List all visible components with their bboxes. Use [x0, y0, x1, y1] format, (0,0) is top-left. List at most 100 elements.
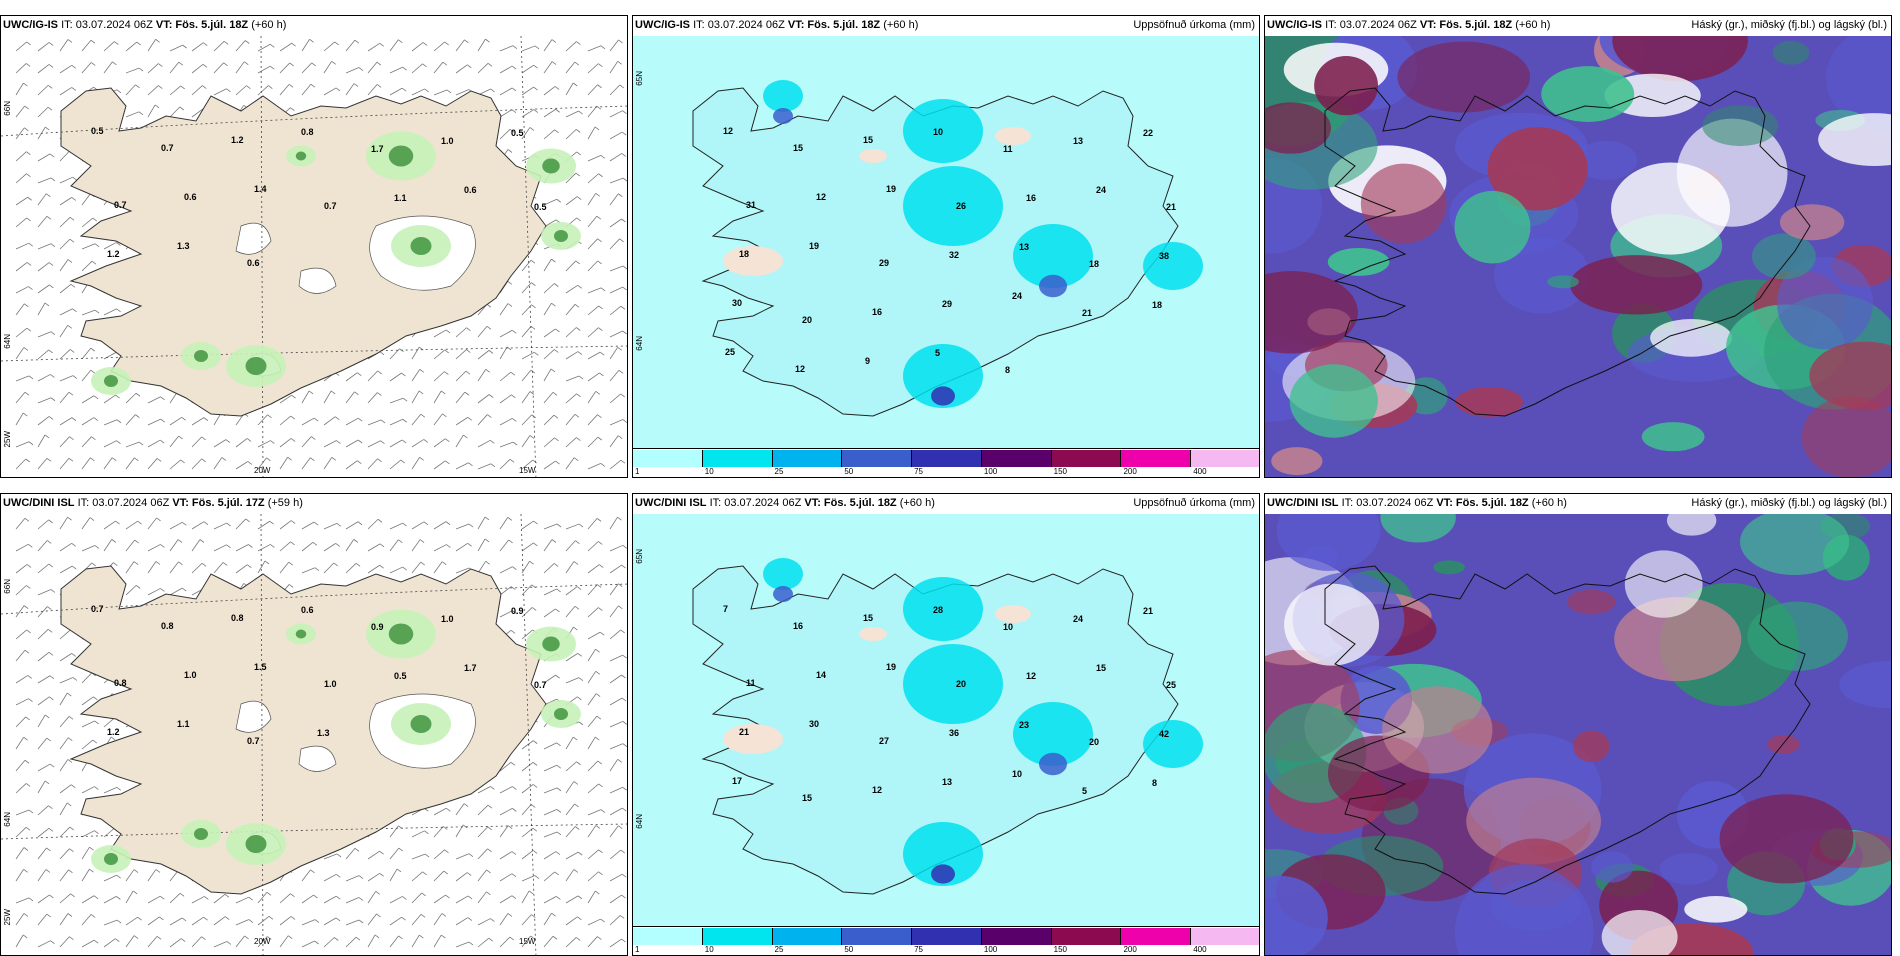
colorbar-tick: 50 — [844, 467, 854, 476]
value-label: 16 — [793, 621, 804, 631]
value-label: 21 — [1143, 606, 1154, 616]
panel-field-title: Háský (gr.), miðský (fj.bl.) og lágský (… — [1691, 19, 1887, 31]
value-label: 30 — [809, 719, 820, 729]
colorbar-swatch — [702, 450, 773, 467]
value-label: 27 — [879, 736, 890, 746]
colorbar-swatch — [1051, 928, 1122, 945]
value-label: 12 — [872, 785, 883, 795]
lon-label-25: 25W — [3, 909, 12, 926]
lat-label-65: 65N — [635, 71, 644, 86]
lon-label-20: 20W — [254, 937, 271, 946]
value-label: 12 — [795, 364, 806, 374]
value-label: 1.0 — [324, 679, 337, 689]
value-label: 0.9 — [371, 622, 384, 632]
lon-label-25: 25W — [3, 431, 12, 448]
colorbar-tick: 100 — [983, 467, 998, 476]
colorbar: 1 10 25 50 75 100 150 200 400 — [633, 926, 1259, 955]
cloud-field — [1265, 36, 1891, 477]
panel-field-title: Háský (gr.), miðský (fj.bl.) og lágský (… — [1691, 497, 1887, 509]
value-label: 29 — [942, 299, 953, 309]
value-label: 0.8 — [301, 127, 314, 137]
panel-wind-dini: UWC/DINI ISL IT: 03.07.2024 06Z VT: Fös.… — [0, 493, 628, 956]
colorbar-swatch — [633, 928, 703, 945]
panel-clouds-igis: UWC/IG-IS IT: 03.07.2024 06Z VT: Fös. 5.… — [1264, 15, 1892, 478]
value-label: 11 — [746, 678, 756, 688]
colorbar-swatch — [1051, 450, 1122, 467]
value-label: 14 — [816, 670, 827, 680]
colorbar-tick: 25 — [774, 467, 784, 476]
colorbar-swatch — [981, 450, 1052, 467]
value-label: 0.8 — [231, 613, 244, 623]
colorbar-swatch — [842, 928, 913, 945]
value-label: 0.6 — [247, 258, 260, 268]
value-label: 12 — [816, 192, 827, 202]
value-label: 19 — [886, 184, 897, 194]
value-label: 0.5 — [394, 671, 407, 681]
precip-areas — [91, 609, 581, 873]
panel-accum-igis: UWC/IG-IS IT: 03.07.2024 06Z VT: Fös. 5.… — [632, 15, 1260, 478]
value-label: 1.2 — [107, 249, 120, 259]
value-label: 0.7 — [114, 200, 127, 210]
value-label: 15 — [863, 135, 874, 145]
value-label: 18 — [739, 249, 750, 259]
value-label: 1.0 — [184, 670, 197, 680]
colorbar-tick: 75 — [914, 467, 924, 476]
colorbar-swatch — [1121, 928, 1192, 945]
value-label: 10 — [933, 127, 944, 137]
lat-label-66: 66N — [3, 579, 12, 594]
value-label: 29 — [879, 258, 890, 268]
value-label: 10 — [1012, 769, 1023, 779]
colorbar-swatch — [1191, 450, 1259, 467]
value-label: 28 — [933, 605, 944, 615]
value-label: 15 — [1096, 663, 1107, 673]
value-label: 0.8 — [114, 678, 127, 688]
value-label: 0.5 — [534, 202, 547, 212]
panel-title: UWC/DINI ISL IT: 03.07.2024 06Z VT: Fös.… — [635, 497, 935, 509]
lon-label-15: 15W — [519, 466, 536, 475]
value-label: 1.4 — [254, 184, 267, 194]
value-label: 1.2 — [231, 135, 244, 145]
value-label: 31 — [746, 200, 757, 210]
cloud-field — [1265, 514, 1891, 955]
panel-title: UWC/IG-IS IT: 03.07.2024 06Z VT: Fös. 5.… — [635, 19, 919, 31]
value-label: 38 — [1159, 251, 1170, 261]
value-label: 0.9 — [511, 606, 524, 616]
colorbar-swatch — [772, 450, 843, 467]
value-label: 21 — [1166, 202, 1177, 212]
value-label: 1.0 — [441, 136, 454, 146]
lat-label-64: 64N — [635, 814, 644, 829]
lat-label-65: 65N — [635, 549, 644, 564]
colorbar-tick: 200 — [1123, 467, 1137, 476]
value-label: 18 — [1089, 259, 1100, 269]
colorbar-swatch — [1121, 450, 1192, 467]
value-label: 10 — [1003, 622, 1014, 632]
value-label: 0.7 — [324, 201, 337, 211]
value-label: 16 — [1026, 193, 1037, 203]
lat-label-64: 64N — [635, 336, 644, 351]
value-label: 1.7 — [464, 663, 477, 673]
lat-label-64: 64N — [3, 812, 12, 827]
value-label: 20 — [956, 679, 967, 689]
panel-accum-dini: UWC/DINI ISL IT: 03.07.2024 06Z VT: Fös.… — [632, 493, 1260, 956]
colorbar: 1 10 25 50 75 100 150 200 400 — [633, 448, 1259, 477]
value-label: 16 — [872, 307, 883, 317]
value-label: 15 — [863, 613, 874, 623]
panel-title: UWC/DINI ISL IT: 03.07.2024 06Z VT: Fös.… — [3, 497, 303, 509]
lat-label-66: 66N — [3, 101, 12, 116]
value-label: 1.5 — [254, 662, 267, 672]
precip-areas — [91, 131, 581, 395]
wind-map — [1, 36, 627, 477]
value-label: 24 — [1012, 291, 1023, 301]
value-label: 0.6 — [184, 192, 197, 202]
panel-field-title: Uppsöfnuð úrkoma (mm) — [1133, 497, 1255, 509]
value-label: 0.7 — [534, 680, 547, 690]
value-label: 25 — [725, 347, 736, 357]
value-label: 1.1 — [177, 719, 190, 729]
value-label: 7 — [723, 604, 729, 614]
accum-map — [633, 36, 1259, 451]
colorbar-swatch — [912, 450, 982, 467]
colorbar-swatch — [772, 928, 843, 945]
value-label: 24 — [1073, 614, 1084, 624]
value-label: 32 — [949, 250, 960, 260]
precip-field — [723, 558, 1203, 886]
